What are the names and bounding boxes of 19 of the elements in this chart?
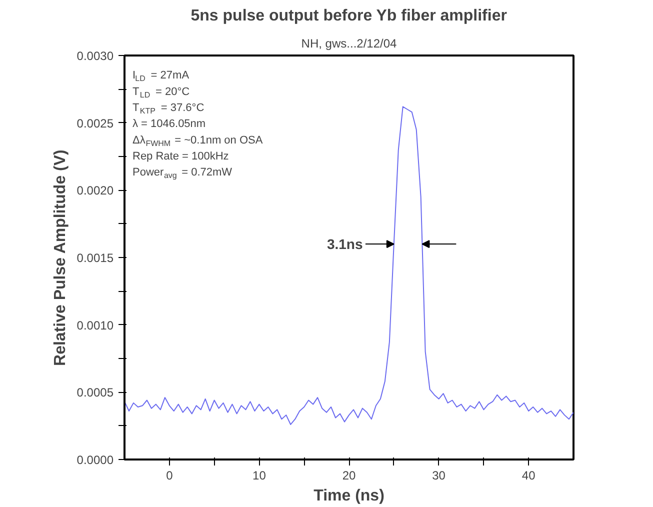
annotation: λ = 1046.05nm xyxy=(132,118,206,130)
y-tick-label: 0.0010 xyxy=(76,318,114,332)
x-tick-label: 0 xyxy=(166,468,174,482)
x-axis-title: Time (ns) xyxy=(314,488,384,504)
y-tick-label: 0.0005 xyxy=(76,386,114,400)
y-axis-title: Relative Pulse Amplitude (V) xyxy=(52,150,69,366)
y-tick-label: 0.0020 xyxy=(76,184,114,198)
y-tick-label: 0.0000 xyxy=(76,453,114,467)
y-tick-label: 0.0030 xyxy=(76,49,114,63)
y-tick-label: 0.0015 xyxy=(76,251,114,265)
annotation: Rep Rate = 100kHz xyxy=(132,150,229,162)
x-tick-label: 20 xyxy=(342,468,356,482)
x-tick-label: 10 xyxy=(252,468,266,482)
chart-subtitle: NH, gws...2/12/04 xyxy=(301,36,398,50)
chart-title: 5ns pulse output before Yb fiber amplifier xyxy=(190,8,507,24)
x-tick-label: 30 xyxy=(432,468,446,482)
y-tick-label: 0.0025 xyxy=(76,116,114,130)
x-tick-label: 40 xyxy=(522,468,536,482)
annotation: 3.1ns xyxy=(326,236,363,252)
